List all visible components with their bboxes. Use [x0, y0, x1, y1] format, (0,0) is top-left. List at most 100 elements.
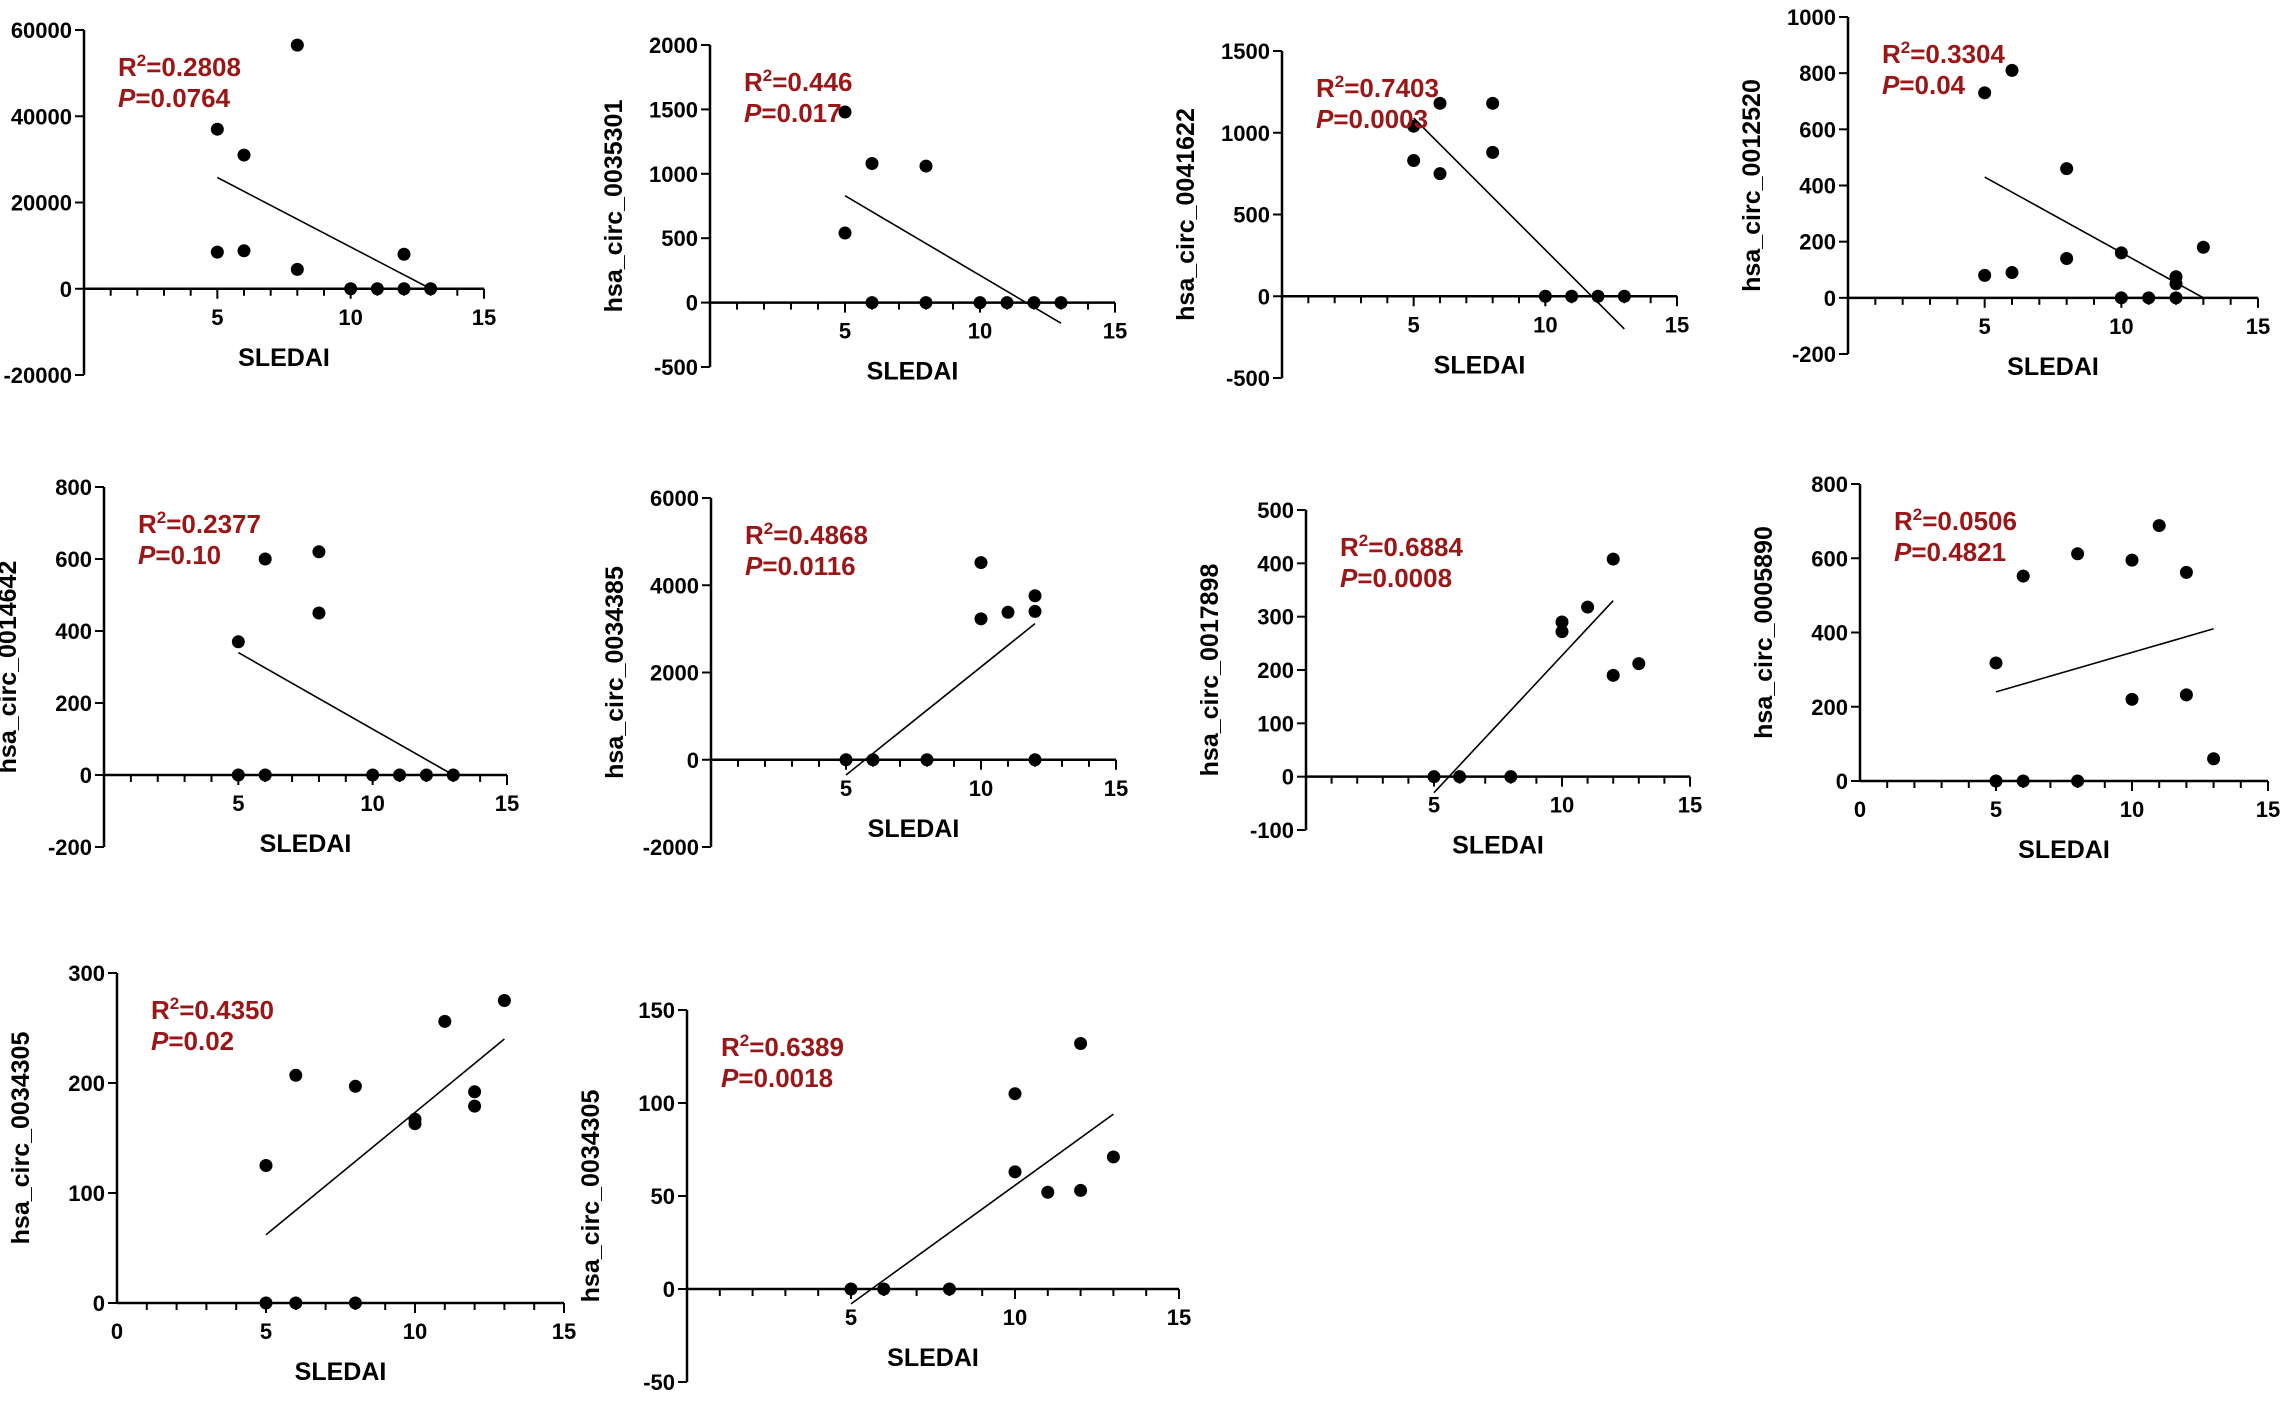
r-superscript: 2 — [1335, 72, 1344, 91]
r-squared-label: R2=0.3304 — [1882, 38, 2005, 69]
y-tick-label: 0 — [1824, 286, 1836, 311]
r-symbol: R — [1316, 73, 1335, 103]
chart-panel-3: 1500 1000 500 0 -500 5 10 15 SLEDAI hsa_circ_0041… — [1172, 39, 1689, 391]
y-tick-label: 0 — [1282, 765, 1294, 790]
x-tick-label: 5 — [211, 305, 223, 330]
x-tick-label: 15 — [1678, 793, 1702, 818]
r-squared-value: =0.4868 — [773, 520, 868, 550]
data-point — [2169, 291, 2183, 305]
data-point — [2016, 569, 2030, 583]
y-tick-label: 400 — [55, 619, 92, 644]
y-tick-label: -500 — [1226, 366, 1270, 391]
y-tick-label: 600 — [1799, 117, 1836, 142]
p-value: =0.0116 — [762, 551, 855, 581]
x-tick-label: 15 — [472, 305, 496, 330]
data-point — [1074, 1036, 1088, 1050]
y-tick-label: 0 — [663, 1277, 675, 1302]
r-squared-label: R2=0.6389 — [721, 1031, 844, 1062]
x-tick-label: 15 — [495, 791, 519, 816]
r-symbol: R — [1894, 506, 1913, 536]
data-point — [1041, 1185, 1055, 1199]
data-point — [1989, 774, 2003, 788]
r-squared-value: =0.3304 — [1910, 39, 2005, 69]
p-value-label: P=0.10 — [138, 540, 221, 570]
data-point — [1054, 296, 1068, 310]
data-point — [2060, 252, 2074, 266]
data-point — [942, 1282, 956, 1296]
data-point — [1555, 625, 1569, 639]
p-value-label: P=0.0018 — [721, 1063, 833, 1093]
data-point — [1538, 289, 1552, 303]
data-point — [2071, 547, 2085, 561]
y-tick-label: 60000 — [11, 18, 72, 43]
data-point — [1074, 1183, 1088, 1197]
data-point — [1001, 605, 1015, 619]
data-point — [1606, 668, 1620, 682]
y-tick-label: 1500 — [649, 97, 698, 122]
y-tick-label: -20000 — [3, 363, 72, 388]
data-point — [865, 296, 879, 310]
data-point — [2196, 240, 2210, 254]
y-tick-label: -2000 — [643, 835, 699, 860]
data-point — [1565, 289, 1579, 303]
chart-panel-5: 800 600 400 200 0 -200 5 10 15 SLEDAI hsa_circ_001… — [0, 475, 519, 860]
x-tick-label: 0 — [1854, 797, 1866, 822]
y-tick-label: 400 — [1811, 621, 1848, 646]
x-tick-label: 15 — [1665, 312, 1689, 337]
data-point — [290, 38, 304, 52]
y-tick-label: 800 — [1811, 472, 1848, 497]
x-tick-label: 10 — [968, 319, 992, 344]
y-axis-title: hsa_circ_0017898 — [1196, 564, 1224, 777]
r-superscript: 2 — [157, 508, 166, 527]
data-point — [348, 1079, 362, 1093]
data-point — [973, 296, 987, 310]
r-symbol: R — [744, 67, 763, 97]
x-tick-label: 5 — [839, 319, 851, 344]
r-symbol: R — [1882, 39, 1901, 69]
y-axis-title: hsa_circ_0034298 — [0, 96, 2, 309]
x-tick-label: 15 — [1103, 319, 1127, 344]
x-tick-label: 15 — [1104, 776, 1128, 801]
y-tick-label: 100 — [638, 1091, 675, 1116]
regression-line — [850, 1113, 1114, 1305]
regression-line — [1984, 176, 2204, 299]
data-point — [865, 156, 879, 170]
x-tick-label: 5 — [1990, 797, 2002, 822]
y-tick-label: 0 — [60, 277, 72, 302]
y-tick-label: 400 — [1799, 174, 1836, 199]
data-point — [348, 1296, 362, 1310]
r-squared-label: R2=0.4350 — [151, 994, 274, 1025]
x-axis-title: SLEDAI — [2007, 353, 2099, 381]
data-point — [210, 245, 224, 259]
p-value: =0.0018 — [738, 1063, 833, 1093]
x-tick-label: 15 — [2256, 797, 2280, 822]
y-axis-title: hsa_circ_0034305 — [577, 1090, 605, 1303]
data-point — [2142, 291, 2156, 305]
p-symbol: P — [1340, 563, 1358, 593]
x-tick-label: 5 — [1408, 312, 1420, 337]
y-tick-label: 600 — [55, 547, 92, 572]
r-squared-label: R2=0.2808 — [118, 51, 241, 82]
y-tick-label: -200 — [1792, 342, 1836, 367]
data-point — [1427, 770, 1441, 784]
data-point — [468, 1099, 482, 1113]
data-point — [1407, 154, 1421, 168]
regression-line — [216, 176, 432, 290]
data-point — [866, 753, 880, 767]
p-value-label: P=0.04 — [1882, 70, 1966, 100]
regression-line — [1995, 628, 2214, 693]
y-tick-label: 800 — [55, 475, 92, 500]
p-value-label: P=0.017 — [744, 98, 842, 128]
p-value: =0.0008 — [1357, 563, 1452, 593]
data-point — [419, 768, 433, 782]
p-value: =0.10 — [155, 540, 221, 570]
y-axis-title: hsa_circ_0012520 — [1738, 79, 1766, 292]
x-tick-label: 5 — [840, 776, 852, 801]
x-tick-label: 15 — [1167, 1305, 1191, 1330]
p-symbol: P — [745, 551, 763, 581]
data-point — [397, 282, 411, 296]
y-tick-label: 50 — [651, 1184, 675, 1209]
y-tick-label: 6000 — [650, 486, 699, 511]
y-tick-label: 0 — [80, 763, 92, 788]
r-symbol: R — [1340, 532, 1359, 562]
